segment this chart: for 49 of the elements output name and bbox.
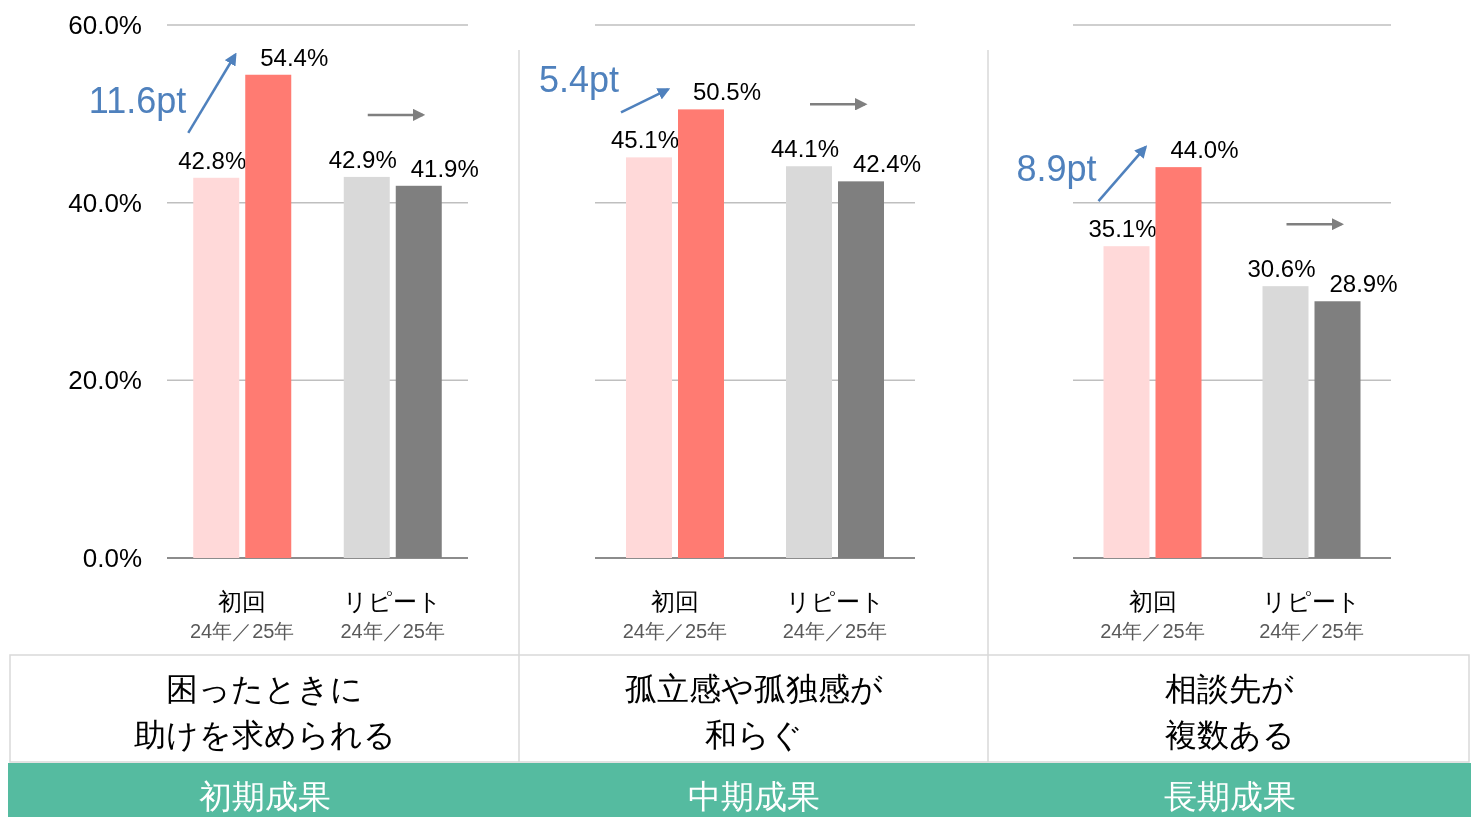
data-label: 50.5% bbox=[693, 78, 762, 106]
text: 24年／25年 bbox=[340, 620, 445, 642]
data-label: 54.4% bbox=[260, 43, 329, 71]
bar bbox=[245, 74, 292, 558]
data-label: 41.9% bbox=[410, 154, 479, 182]
data-label: 42.9% bbox=[328, 145, 397, 173]
data-label: 35.1% bbox=[1088, 215, 1157, 243]
bar bbox=[1262, 286, 1309, 558]
x-tick-label: 初回 bbox=[1128, 588, 1177, 615]
bar bbox=[626, 157, 672, 558]
data-label: 45.1% bbox=[610, 126, 679, 154]
x-tick-label: リピート bbox=[785, 588, 885, 615]
text: 24年／25年 bbox=[782, 620, 888, 642]
text: 24年／25年 bbox=[622, 620, 728, 642]
bar bbox=[838, 181, 884, 558]
data-label: 30.6% bbox=[1247, 255, 1316, 283]
bar bbox=[1314, 301, 1361, 558]
bar bbox=[1103, 246, 1150, 558]
bar bbox=[1155, 167, 1202, 558]
text: 長期成果 bbox=[1163, 778, 1296, 815]
annotation: 5.4pt bbox=[538, 59, 619, 101]
x-axis-title: 相談先が複数ある bbox=[1164, 671, 1295, 753]
x-axis-title: 困ったときに助けを求められる bbox=[133, 671, 396, 753]
text: 24年／25年 bbox=[1100, 620, 1205, 642]
data-label: 44.1% bbox=[770, 135, 839, 163]
text: 初期成果 bbox=[198, 778, 331, 815]
bar bbox=[786, 166, 832, 558]
y-tick-label: 20.0% bbox=[68, 365, 142, 396]
data-label: 42.4% bbox=[853, 150, 922, 178]
bar bbox=[395, 185, 442, 558]
x-axis-title: 孤立感や孤独感が和らぐ bbox=[624, 671, 883, 753]
x-tick-label: リピート bbox=[1262, 588, 1361, 615]
bar bbox=[193, 177, 240, 558]
x-tick-label: リピート bbox=[343, 588, 443, 615]
annotation: 11.6pt bbox=[88, 79, 187, 121]
data-label: 28.9% bbox=[1329, 270, 1398, 298]
text: 中期成果 bbox=[687, 778, 820, 815]
y-tick-label: 0.0% bbox=[82, 543, 142, 573]
text: 24年／25年 bbox=[1259, 620, 1364, 642]
bar bbox=[678, 109, 724, 558]
bar bbox=[343, 176, 390, 558]
x-tick-label: 初回 bbox=[218, 588, 267, 615]
data-label: 44.0% bbox=[1170, 136, 1239, 164]
text: 24年／25年 bbox=[190, 620, 295, 642]
x-tick-label: 初回 bbox=[651, 588, 699, 615]
y-tick-label: 40.0% bbox=[68, 187, 142, 218]
y-tick-label: 60.0% bbox=[68, 10, 142, 40]
data-label: 42.8% bbox=[178, 146, 247, 174]
annotation: 8.9pt bbox=[1016, 148, 1097, 190]
